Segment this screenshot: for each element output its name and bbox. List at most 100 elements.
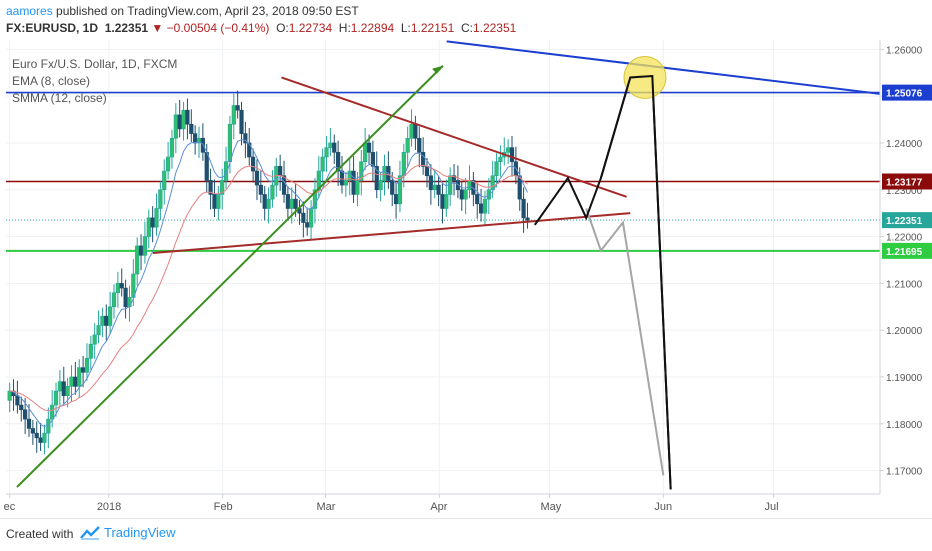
candle-body: [189, 123, 194, 134]
candle-body: [258, 184, 263, 195]
candle-body: [15, 395, 20, 406]
candle-body: [34, 432, 39, 439]
candle-body: [57, 381, 63, 392]
price-projections: [533, 55, 672, 490]
candle-body: [46, 418, 51, 434]
candle-body: [235, 105, 240, 111]
candle-body: [173, 114, 178, 139]
smma-line: [9, 164, 528, 412]
price-tick-label: 1.21000: [886, 279, 923, 290]
candle-body: [370, 152, 375, 167]
candle-body: [509, 147, 515, 162]
candle-body: [397, 175, 403, 205]
candle-body: [212, 194, 217, 209]
candle-body: [332, 142, 337, 153]
price-tick-label: 1.23000: [886, 186, 923, 197]
candle-body: [254, 170, 260, 186]
grid-lines: [6, 40, 880, 494]
candle-body: [413, 123, 418, 139]
candle-body: [266, 198, 271, 209]
price-chart[interactable]: 1.260001.250001.240001.230001.220001.210…: [0, 0, 932, 518]
candle-body: [200, 137, 205, 153]
candle-body: [88, 343, 93, 359]
candle-body: [251, 156, 256, 172]
created-with-text: Created with: [6, 527, 74, 541]
chart-header: aamores published on TradingView.com, Ap…: [0, 0, 932, 40]
price-axis: 1.260001.250001.240001.230001.220001.210…: [879, 40, 932, 494]
candle-body: [366, 142, 372, 153]
candle-body: [73, 376, 78, 387]
candle-body: [262, 194, 267, 209]
candle-body: [293, 198, 298, 209]
candle-body: [84, 357, 90, 373]
candle-body: [486, 189, 491, 200]
moving-averages: [9, 139, 528, 427]
candle-body: [490, 175, 495, 191]
publish-line: aamores published on TradingView.com, Ap…: [6, 4, 359, 18]
candle-body: [42, 432, 47, 443]
candle-body: [378, 180, 383, 191]
low-label: L:: [400, 21, 411, 35]
trend-triangle-top: [281, 76, 627, 198]
candle-body: [424, 166, 430, 177]
tradingview-brand[interactable]: TradingView: [80, 525, 176, 540]
time-tick-label: ec: [4, 501, 16, 513]
open-label: O:: [276, 21, 289, 35]
time-tick-label: May: [540, 501, 561, 513]
candle-body: [111, 292, 117, 308]
price-tick-label: 1.20000: [886, 326, 923, 337]
close-label: C:: [460, 21, 473, 35]
candle-body: [239, 109, 244, 134]
price-label-box: [882, 242, 932, 259]
candle-body: [131, 273, 136, 298]
candle-body: [525, 217, 530, 221]
candle-body: [390, 180, 395, 195]
candle-body: [169, 137, 175, 158]
candle-body: [382, 166, 387, 181]
candle-body: [77, 367, 82, 387]
time-tick-label: 2018: [97, 501, 121, 513]
candle-body: [448, 175, 453, 195]
candle-body: [363, 142, 368, 162]
legend-title: Euro Fx/U.S. Dollar, 1D, FXCM: [12, 57, 178, 71]
candle-body: [432, 184, 437, 191]
legend-smma: SMMA (12, close): [12, 91, 107, 105]
price-label-box: [882, 84, 932, 101]
trend-triangle-bottom: [152, 212, 631, 254]
candle-body: [351, 170, 356, 195]
projection-grey-path: [585, 208, 665, 476]
candle-body: [301, 212, 306, 223]
candle-body: [336, 152, 341, 172]
price-label-text: 1.23177: [886, 177, 923, 188]
price-change: ▼ −0.00504 (−0.41%): [151, 21, 270, 35]
chart-legend: Euro Fx/U.S. Dollar, 1D, FXCM EMA (8, cl…: [12, 56, 177, 107]
legend-ema: EMA (8, close): [12, 74, 91, 88]
author-link[interactable]: aamores: [6, 4, 53, 18]
time-tick-label: Jun: [654, 501, 672, 513]
horizontal-levels: [6, 91, 880, 252]
candle-body: [158, 189, 163, 209]
candle-body: [444, 194, 449, 209]
symbol-label: FX:EURUSD, 1D: [6, 21, 99, 35]
time-tick-label: Apr: [430, 501, 447, 513]
candle-body: [53, 390, 59, 406]
candlestick-series: [7, 90, 530, 455]
candle-body: [65, 386, 70, 397]
candle-body: [459, 189, 464, 200]
candle-body: [100, 315, 105, 326]
candle-body: [69, 376, 74, 387]
candle-body: [417, 137, 422, 153]
candle-body: [421, 152, 426, 167]
price-label-box: [882, 173, 932, 190]
candle-body: [270, 184, 275, 200]
published-text: published on TradingView.com, April 23, …: [56, 4, 359, 18]
candle-body: [355, 180, 360, 195]
tradingview-logo-icon: [80, 525, 100, 540]
low-value: 1.22151: [410, 21, 455, 35]
candle-body: [138, 245, 144, 256]
price-tick-label: 1.22000: [886, 233, 923, 244]
candle-body: [135, 245, 140, 275]
candle-body: [428, 175, 433, 191]
candle-body: [146, 217, 151, 237]
plot-area[interactable]: [6, 40, 880, 494]
